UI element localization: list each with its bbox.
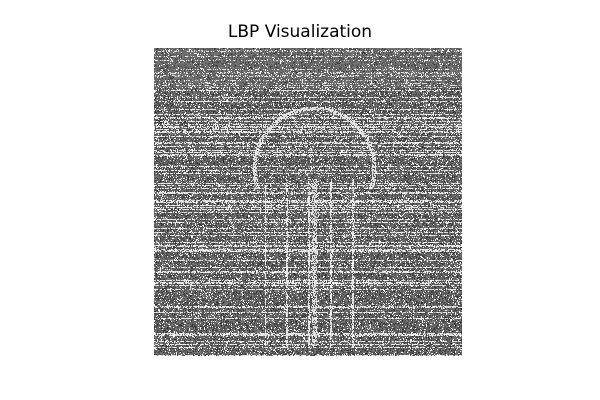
lbp-image bbox=[154, 48, 462, 356]
lbp-texture-image bbox=[154, 48, 462, 356]
figure-title: LBP Visualization bbox=[227, 22, 373, 42]
